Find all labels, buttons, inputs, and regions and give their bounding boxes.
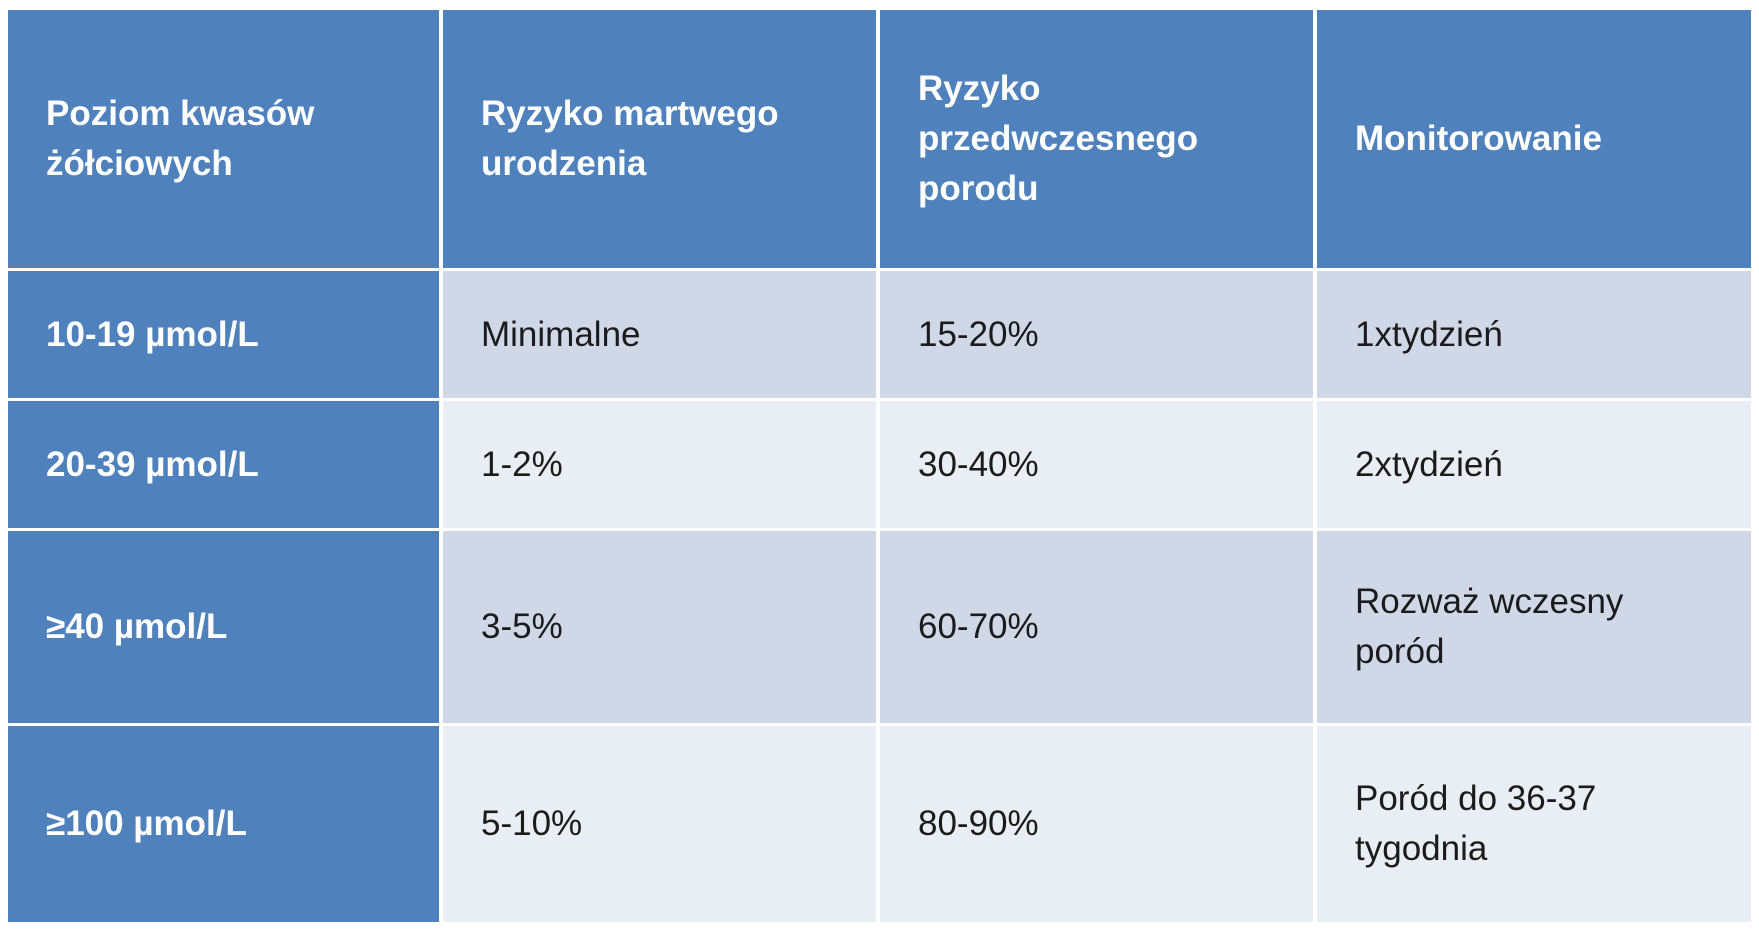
data-table: Poziom kwasów żółciowych Ryzyko martwego… [8, 10, 1751, 922]
row-header-cell: ≥100 µmol/L [8, 726, 439, 922]
table-cell: 1xtydzień [1317, 271, 1751, 398]
row-header-cell: 20-39 µmol/L [8, 401, 439, 528]
table-cell: 1-2% [443, 401, 876, 528]
table-cell: Minimalne [443, 271, 876, 398]
table-cell: 2xtydzień [1317, 401, 1751, 528]
header-cell-monitoring: Monitorowanie [1317, 10, 1751, 268]
table-cell: Rozważ wczesny poród [1317, 531, 1751, 723]
table-cell: 5-10% [443, 726, 876, 922]
header-cell-stillbirth-risk: Ryzyko martwego urodzenia [443, 10, 876, 268]
row-header-cell: ≥40 µmol/L [8, 531, 439, 723]
table-cell: 80-90% [880, 726, 1313, 922]
row-header-cell: 10-19 µmol/L [8, 271, 439, 398]
header-cell-bile-acid-level: Poziom kwasów żółciowych [8, 10, 439, 268]
table-cell: 15-20% [880, 271, 1313, 398]
table-cell: 3-5% [443, 531, 876, 723]
header-cell-preterm-risk: Ryzyko przedwczesnego porodu [880, 10, 1313, 268]
table-cell: 30-40% [880, 401, 1313, 528]
table-cell: 60-70% [880, 531, 1313, 723]
table-cell: Poród do 36-37 tygodnia [1317, 726, 1751, 922]
